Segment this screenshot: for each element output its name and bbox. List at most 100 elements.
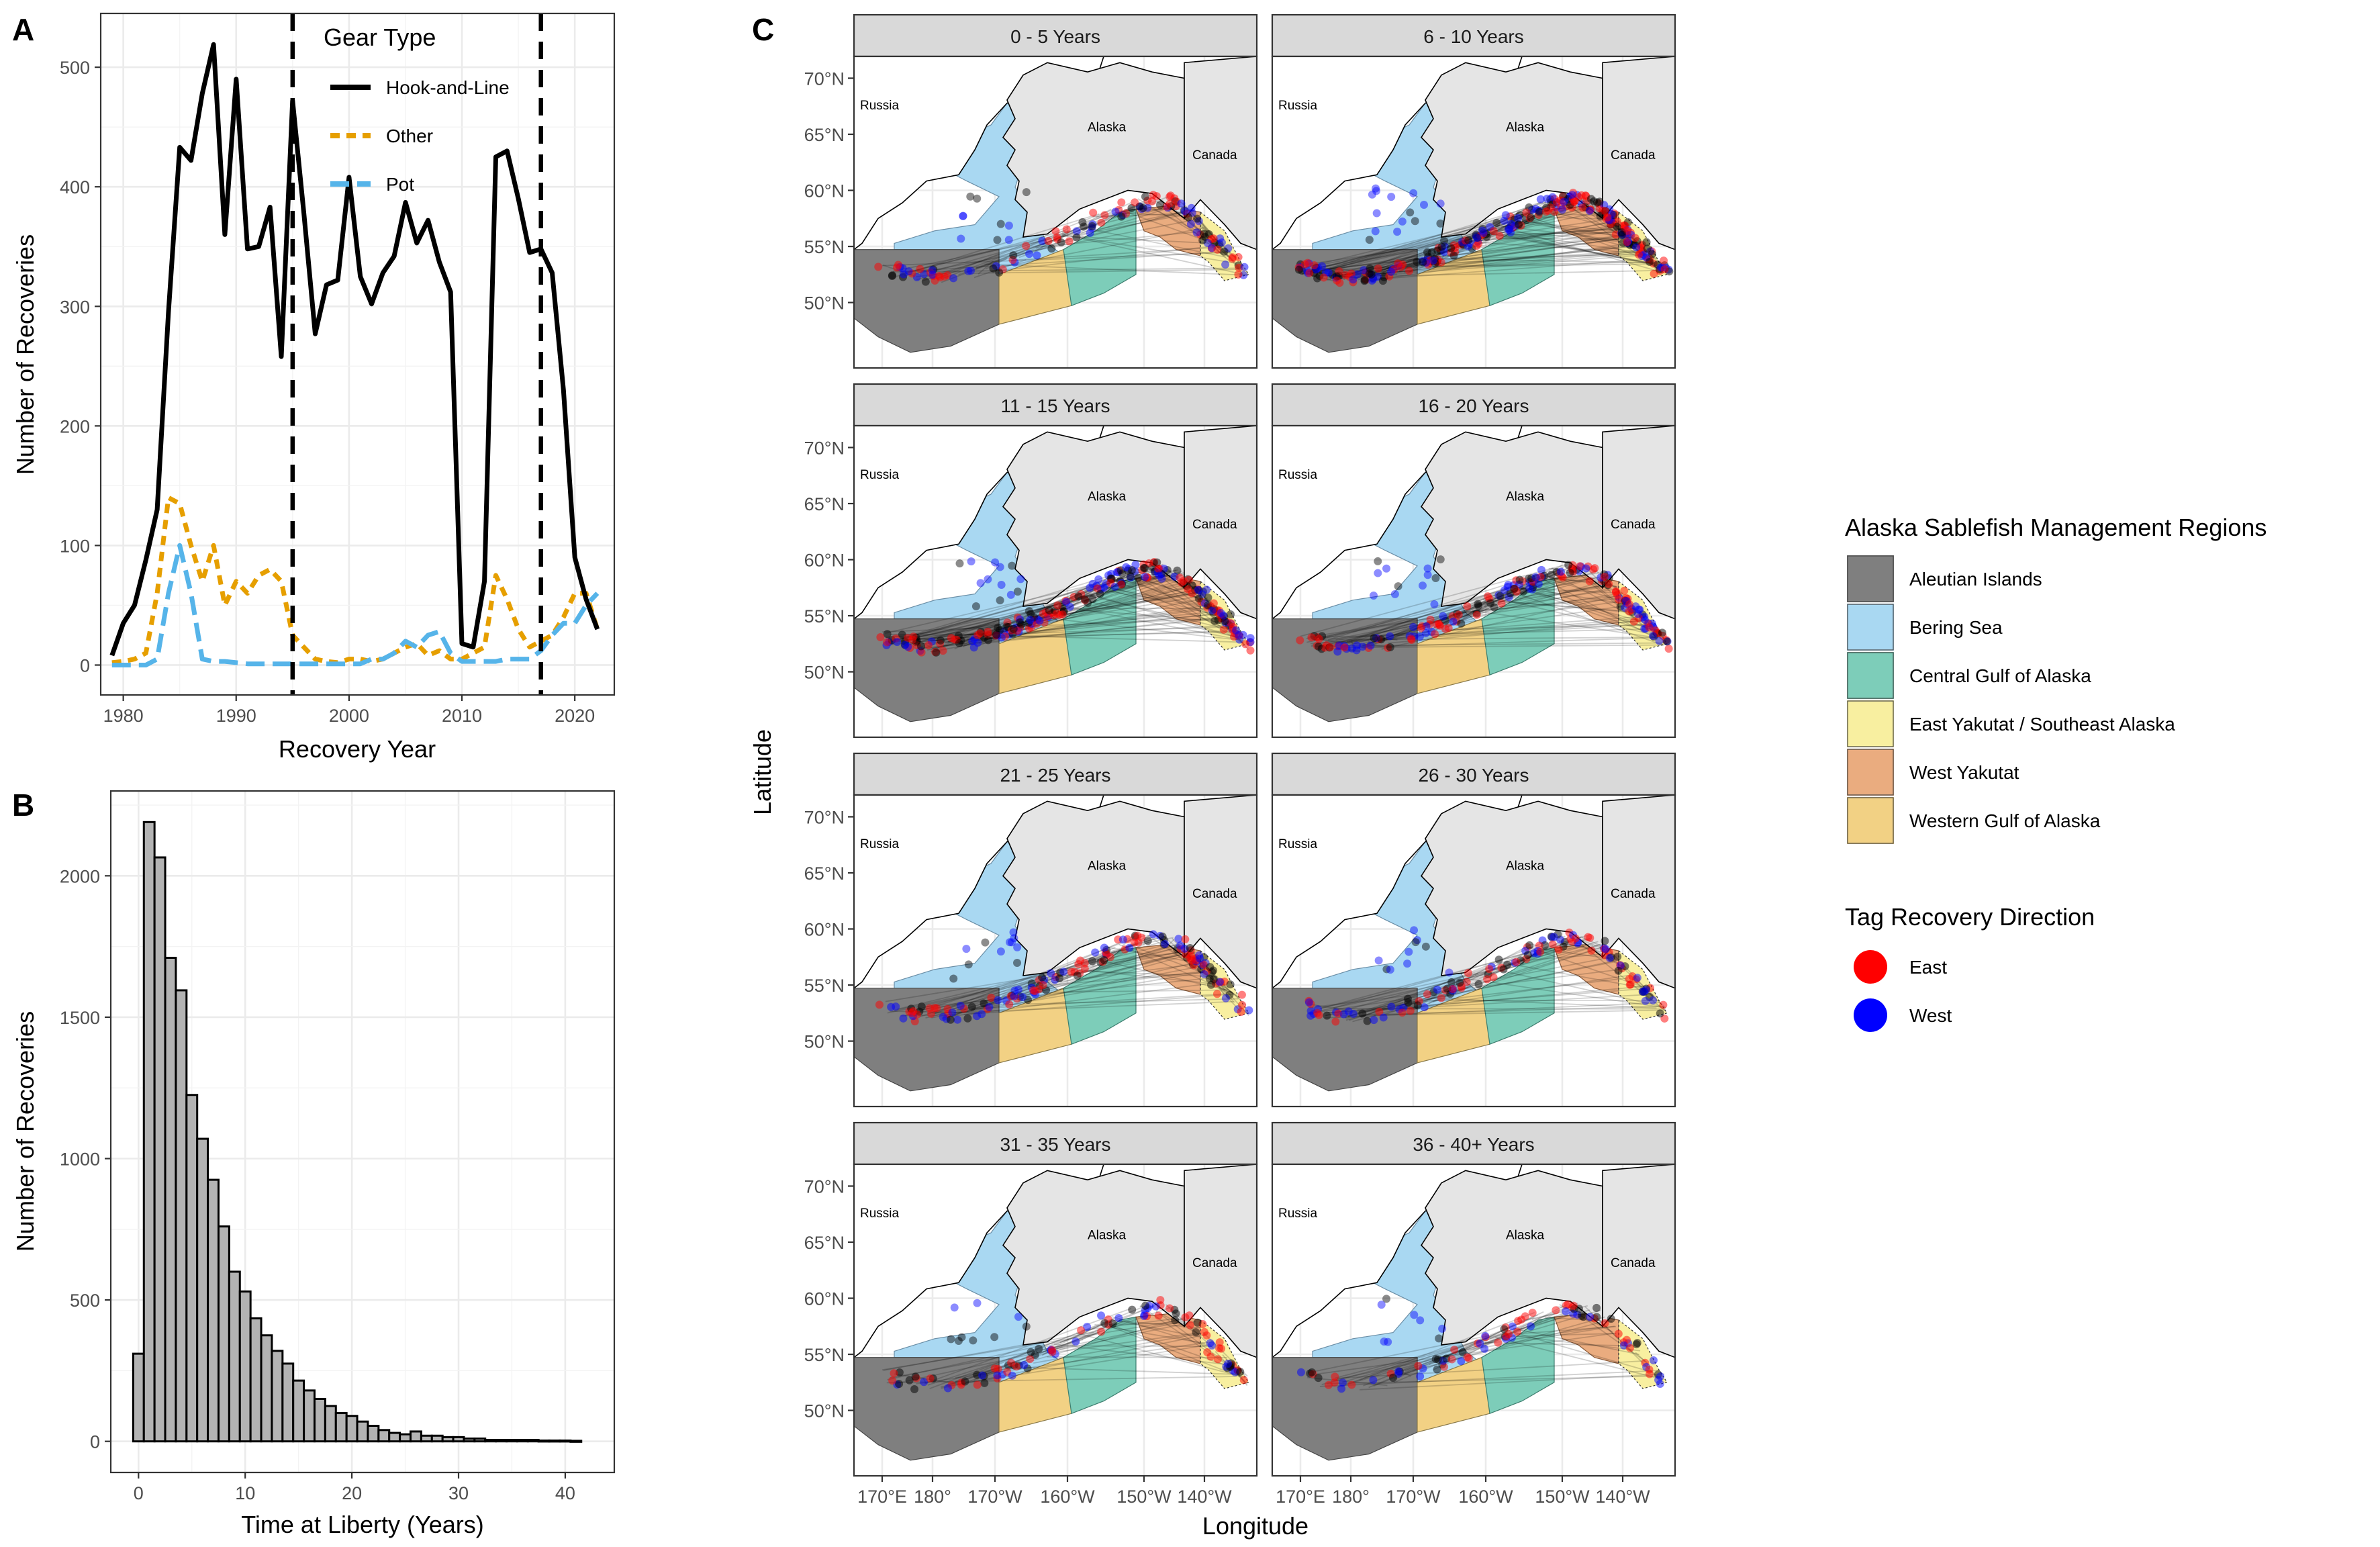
- place-label-canada: Canada: [1611, 518, 1656, 532]
- recovery-point: [1569, 1301, 1578, 1310]
- recovery-point: [1008, 1371, 1016, 1380]
- recovery-point: [1118, 935, 1127, 944]
- recovery-point: [1409, 189, 1418, 197]
- recovery-point: [1226, 980, 1235, 989]
- place-label-canada: Canada: [1611, 148, 1656, 162]
- recovery-point: [888, 1376, 897, 1385]
- recovery-point: [1158, 932, 1167, 941]
- recovery-point: [1371, 227, 1380, 236]
- recovery-point: [1134, 938, 1143, 947]
- series-line-other: [111, 495, 600, 665]
- recovery-point: [1035, 1344, 1043, 1353]
- recovery-point: [1184, 585, 1192, 594]
- recovery-point: [1656, 1009, 1664, 1018]
- direction-legend-label: East: [1909, 957, 1947, 978]
- recovery-point: [1463, 602, 1472, 610]
- recovery-point: [1114, 1314, 1123, 1323]
- movement-line: [1453, 595, 1619, 615]
- recovery-point: [973, 1012, 982, 1021]
- recovery-point: [957, 1333, 966, 1342]
- recovery-point: [1055, 974, 1064, 982]
- recovery-point: [1534, 579, 1543, 588]
- recovery-points: [1296, 555, 1673, 656]
- facet-strip-label: 26 - 30 Years: [1418, 765, 1529, 786]
- recovery-point: [992, 630, 1001, 639]
- recovery-point: [1314, 1374, 1323, 1382]
- movement-line: [1360, 1373, 1665, 1391]
- recovery-point: [1004, 236, 1013, 244]
- place-label-canada: Canada: [1192, 148, 1237, 162]
- recovery-point: [1372, 209, 1381, 218]
- movement-line: [1058, 607, 1210, 610]
- movement-line: [1320, 970, 1488, 1009]
- movement-line: [978, 261, 994, 275]
- recovery-point: [1419, 258, 1427, 267]
- movement-line: [1341, 613, 1459, 648]
- movement-line: [904, 945, 1131, 1017]
- facet-strip: [853, 13, 1258, 58]
- recovery-point: [1614, 966, 1623, 975]
- recovery-point: [1527, 213, 1535, 222]
- place-label-russia: Russia: [860, 837, 900, 851]
- place-label-canada: Canada: [1192, 1256, 1237, 1270]
- movement-line: [937, 212, 1104, 279]
- facet-panel: 36 - 40+ Years Russia Alaska Canada 170°E 180…: [1271, 1121, 1676, 1507]
- recovery-point: [1100, 943, 1108, 952]
- panel-c-facet-maps: C 0 - 5 Years Russia Alaska Canada 70°N 65°N 6…: [749, 12, 1676, 1540]
- latitude-tick-label: 65°N: [804, 125, 845, 145]
- recovery-point: [1174, 935, 1183, 943]
- region-legend-label: West Yakutat: [1909, 762, 2019, 783]
- recovery-point: [1571, 934, 1580, 943]
- facet-panel: 0 - 5 Years Russia Alaska Canada 70°N 65°N 60°…: [804, 13, 1258, 369]
- recovery-point: [973, 194, 982, 203]
- recovery-point: [1521, 1312, 1529, 1321]
- recovery-point: [1007, 1358, 1016, 1367]
- facet-strip-label: 31 - 35 Years: [1000, 1134, 1110, 1155]
- recovery-point: [1088, 222, 1096, 230]
- recovery-point: [1436, 199, 1445, 208]
- recovery-point: [1094, 575, 1103, 583]
- recovery-point: [883, 630, 892, 639]
- recovery-point: [908, 1009, 916, 1017]
- movement-line: [1061, 234, 1235, 264]
- recovery-point: [995, 268, 1004, 277]
- recovery-point: [1585, 577, 1594, 585]
- recovery-point: [1237, 990, 1246, 999]
- recovery-point: [1414, 1362, 1423, 1370]
- recovery-point: [956, 1001, 965, 1010]
- movement-line: [1373, 1009, 1665, 1016]
- recovery-point: [1154, 1311, 1163, 1320]
- movement-line: [1543, 579, 1658, 640]
- movement-line: [1514, 1331, 1652, 1373]
- recovery-point: [1390, 590, 1399, 598]
- land-alaska: [1002, 62, 1185, 238]
- movement-line: [1360, 242, 1633, 283]
- recovery-point: [1420, 201, 1429, 209]
- recovery-point: [1659, 1000, 1668, 1009]
- recovery-point: [1447, 978, 1456, 986]
- panel-b-y-tick-label: 1000: [60, 1150, 100, 1170]
- recovery-point: [1014, 1313, 1022, 1321]
- land-alaska: [1420, 431, 1603, 608]
- recovery-point: [949, 274, 958, 283]
- recovery-point: [1151, 1302, 1160, 1311]
- histogram-bar: [537, 1439, 551, 1443]
- recovery-point: [1097, 1327, 1106, 1336]
- recovery-point: [1449, 251, 1458, 260]
- movement-line: [1507, 583, 1612, 600]
- facet-strip: [1271, 1121, 1676, 1166]
- recovery-point: [1203, 1348, 1212, 1357]
- recovery-point: [1472, 242, 1481, 250]
- recovery-point: [943, 1384, 952, 1393]
- recovery-point: [1025, 250, 1034, 259]
- recovery-point: [1139, 563, 1148, 572]
- recovery-point: [1185, 1311, 1194, 1320]
- recovery-point: [1625, 974, 1633, 983]
- facet-frame: [853, 55, 1258, 369]
- movement-line: [890, 1011, 982, 1014]
- histogram-bar: [367, 1425, 380, 1443]
- movement-line: [1370, 245, 1633, 276]
- recovery-point: [1494, 1338, 1503, 1347]
- recovery-point: [955, 639, 963, 648]
- recovery-point: [1314, 642, 1323, 651]
